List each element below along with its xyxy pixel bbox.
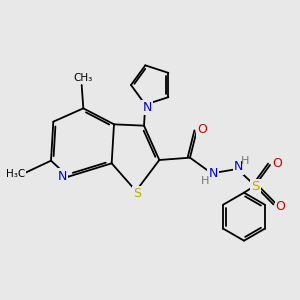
Text: O: O	[276, 200, 286, 212]
Text: N: N	[234, 160, 243, 173]
Text: H: H	[241, 156, 250, 166]
Text: O: O	[272, 157, 282, 170]
Text: O: O	[197, 123, 207, 136]
Text: S: S	[251, 180, 260, 193]
Text: N: N	[208, 167, 218, 180]
Text: H: H	[201, 176, 209, 186]
Text: N: N	[142, 101, 152, 114]
Text: N: N	[58, 169, 67, 182]
Text: CH₃: CH₃	[74, 73, 93, 83]
Text: H₃C: H₃C	[6, 169, 25, 179]
Text: S: S	[133, 187, 141, 200]
